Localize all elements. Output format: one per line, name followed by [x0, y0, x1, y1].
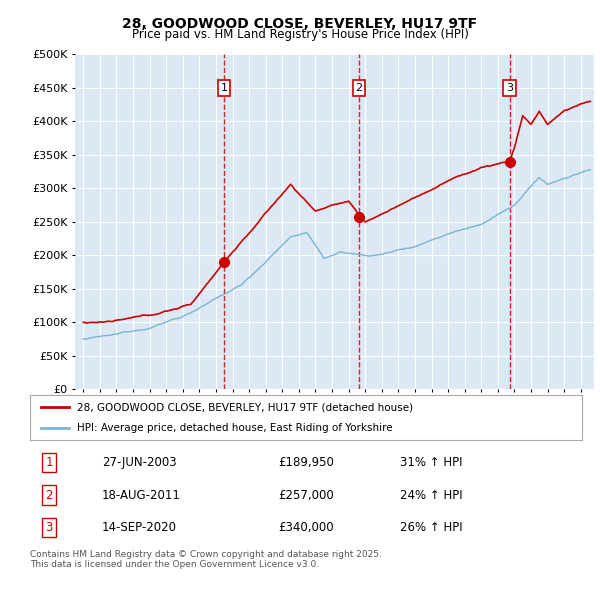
- Text: 2: 2: [355, 83, 362, 93]
- Text: 24% ↑ HPI: 24% ↑ HPI: [400, 489, 463, 502]
- Text: 31% ↑ HPI: 31% ↑ HPI: [400, 456, 463, 469]
- Text: 2: 2: [46, 489, 53, 502]
- Text: HPI: Average price, detached house, East Riding of Yorkshire: HPI: Average price, detached house, East…: [77, 424, 392, 433]
- Text: 28, GOODWOOD CLOSE, BEVERLEY, HU17 9TF (detached house): 28, GOODWOOD CLOSE, BEVERLEY, HU17 9TF (…: [77, 402, 413, 412]
- Text: Price paid vs. HM Land Registry's House Price Index (HPI): Price paid vs. HM Land Registry's House …: [131, 28, 469, 41]
- Text: £340,000: £340,000: [278, 521, 334, 534]
- Text: 27-JUN-2003: 27-JUN-2003: [102, 456, 176, 469]
- Text: 18-AUG-2011: 18-AUG-2011: [102, 489, 181, 502]
- Text: 1: 1: [221, 83, 227, 93]
- Text: Contains HM Land Registry data © Crown copyright and database right 2025.
This d: Contains HM Land Registry data © Crown c…: [30, 550, 382, 569]
- Text: £257,000: £257,000: [278, 489, 334, 502]
- Text: 3: 3: [46, 521, 53, 534]
- Text: 26% ↑ HPI: 26% ↑ HPI: [400, 521, 463, 534]
- Text: £189,950: £189,950: [278, 456, 334, 469]
- Text: 1: 1: [46, 456, 53, 469]
- Text: 14-SEP-2020: 14-SEP-2020: [102, 521, 177, 534]
- Text: 3: 3: [506, 83, 513, 93]
- Text: 28, GOODWOOD CLOSE, BEVERLEY, HU17 9TF: 28, GOODWOOD CLOSE, BEVERLEY, HU17 9TF: [122, 17, 478, 31]
